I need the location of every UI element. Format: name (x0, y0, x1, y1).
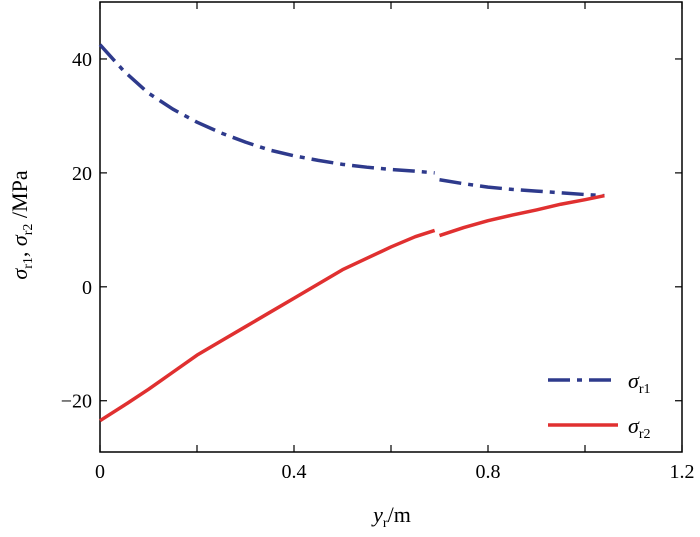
legend-subscript-sigma-r1: r1 (639, 382, 651, 397)
y-tick-label: 40 (72, 49, 92, 71)
legend-subscript-sigma-r2: r2 (639, 427, 651, 442)
y-axis-separator: , (7, 246, 32, 257)
y-tick-label: 20 (72, 163, 92, 185)
legend: σr1 σr2 (548, 368, 651, 442)
y-axis-subscript-2: r2 (21, 224, 36, 236)
x-axis-label: yr/m (371, 502, 411, 531)
y-axis-symbol-1: σ (7, 268, 32, 280)
y-tick-label: −20 (61, 391, 92, 413)
x-axis-subscript: r (383, 516, 388, 531)
x-tick-label: 0.8 (476, 461, 501, 483)
series-line-sigma-r1 (98, 43, 435, 175)
y-axis-label: σr1, σr2 /MPa (7, 170, 36, 279)
series-line-sigma-r1 (439, 177, 605, 198)
plot-frame (99, 1, 683, 453)
legend-symbol-sigma-r1: σ (628, 368, 640, 393)
plot-lines (98, 43, 605, 423)
x-tick-label: 0.4 (282, 461, 307, 483)
x-tick-label: 0 (95, 461, 105, 483)
legend-label-sigma-r2: σr2 (628, 413, 651, 442)
tick-labels: 0 0.4 0.8 1.2 −20 0 20 40 (61, 49, 695, 483)
y-axis-subscript-1: r1 (21, 257, 36, 269)
x-axis-unit: /m (388, 502, 411, 527)
x-tick-label: 1.2 (670, 461, 695, 483)
x-axis-symbol: y (371, 502, 383, 527)
tick-marks (99, 2, 683, 452)
series-line-sigma-r2 (438, 193, 605, 238)
y-axis-unit: /MPa (7, 170, 32, 223)
legend-symbol-sigma-r2: σ (628, 413, 640, 438)
y-tick-label: 0 (82, 277, 92, 299)
legend-label-sigma-r1: σr1 (628, 368, 651, 397)
axes (99, 1, 683, 453)
series-line-sigma-r2 (99, 228, 436, 423)
y-axis-symbol-2: σ (7, 234, 32, 246)
